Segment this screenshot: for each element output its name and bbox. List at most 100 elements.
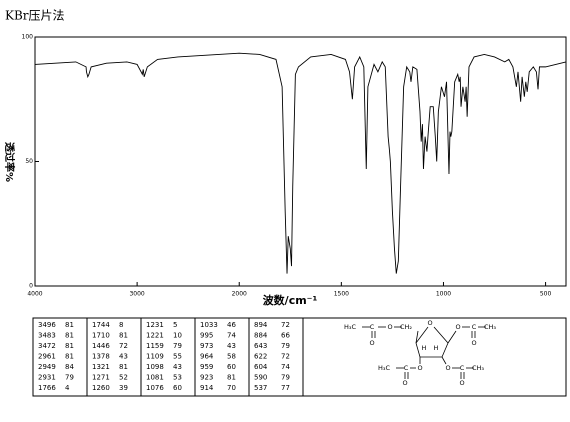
table-wavenumber: 894	[254, 321, 268, 329]
table-wavenumber: 643	[254, 342, 267, 350]
structure-label: O	[417, 364, 422, 372]
plot-frame	[34, 36, 567, 287]
table-percent: 55	[173, 353, 182, 361]
table-wavenumber: 1271	[92, 374, 110, 382]
structure-label: O	[459, 379, 464, 387]
table-wavenumber: 1081	[146, 374, 164, 382]
table-wavenumber: 1159	[146, 342, 164, 350]
table-percent: 81	[119, 332, 128, 340]
structure-label: O	[471, 339, 476, 347]
structure-label: CH₃	[472, 364, 484, 372]
structure-label: H₃C	[378, 364, 390, 372]
table-percent: 79	[281, 374, 290, 382]
table-wavenumber: 622	[254, 353, 267, 361]
table-wavenumber: 604	[254, 363, 268, 371]
table-wavenumber: 2931	[38, 374, 56, 382]
x-tick-label: 2000	[232, 291, 247, 298]
x-tick-label: 1000	[436, 291, 451, 298]
y-tick-label: 100	[22, 34, 34, 41]
table-percent: 46	[227, 321, 236, 329]
table-frame	[32, 317, 567, 397]
table-wavenumber: 995	[200, 332, 213, 340]
table-wavenumber: 1033	[200, 321, 218, 329]
table-wavenumber: 1109	[146, 353, 164, 361]
table-percent: 70	[227, 384, 236, 392]
y-tick-label: 50	[25, 158, 33, 165]
table-percent: 5	[173, 321, 177, 329]
structure-label: C	[404, 364, 409, 372]
table-percent: 58	[227, 353, 236, 361]
table-wavenumber: 3496	[38, 321, 56, 329]
x-tick-label: 3000	[129, 291, 144, 298]
table-wavenumber: 590	[254, 374, 267, 382]
table-wavenumber: 1744	[92, 321, 110, 329]
structure	[362, 326, 486, 379]
table-percent: 52	[119, 374, 128, 382]
table-percent: 77	[281, 384, 290, 392]
table-wavenumber: 964	[200, 353, 214, 361]
table-percent: 8	[119, 321, 123, 329]
structure-label: H	[422, 344, 427, 352]
table-wavenumber: 3483	[38, 332, 56, 340]
table-percent: 81	[227, 374, 236, 382]
table-percent: 81	[65, 353, 74, 361]
y-tick-label: 0	[29, 283, 33, 290]
table-percent: 66	[281, 332, 290, 340]
table-wavenumber: 2949	[38, 363, 56, 371]
table-percent: 43	[173, 363, 182, 371]
table-percent: 43	[119, 353, 128, 361]
table-percent: 81	[65, 321, 74, 329]
structure-label: O	[387, 323, 392, 331]
table-wavenumber: 884	[254, 332, 268, 340]
structure-label: O	[445, 364, 450, 372]
structure-label: C	[370, 323, 375, 331]
table-percent: 74	[281, 363, 290, 371]
table-wavenumber: 1321	[92, 363, 110, 371]
table-percent: 84	[65, 363, 74, 371]
table-wavenumber: 2961	[38, 353, 56, 361]
table-wavenumber: 973	[200, 342, 213, 350]
structure-label: CH₂	[400, 323, 412, 331]
table-percent: 81	[65, 332, 74, 340]
structure-label: O	[402, 379, 407, 387]
x-tick-label: 4000	[27, 291, 42, 298]
table-wavenumber: 959	[200, 363, 213, 371]
structure-label: H	[434, 344, 439, 352]
table-wavenumber: 1098	[146, 363, 164, 371]
structure-label: C	[460, 364, 465, 372]
table-wavenumber: 914	[200, 384, 214, 392]
table-percent: 79	[281, 342, 290, 350]
table-percent: 4	[65, 384, 70, 392]
table-percent: 10	[173, 332, 182, 340]
table-percent: 81	[119, 363, 128, 371]
x-tick-label: 1500	[334, 291, 349, 298]
table-wavenumber: 1076	[146, 384, 164, 392]
x-axis-label: 波数/cm⁻¹	[263, 293, 318, 307]
table-percent: 74	[227, 332, 236, 340]
table-percent: 72	[281, 353, 290, 361]
x-tick-label: 500	[540, 291, 552, 298]
table-wavenumber: 1378	[92, 353, 110, 361]
table-percent: 81	[65, 342, 74, 350]
table-wavenumber: 537	[254, 384, 267, 392]
structure-label: CH₃	[484, 323, 496, 331]
y-axis-label: 透过率%	[3, 142, 16, 182]
table-wavenumber: 1446	[92, 342, 110, 350]
table-wavenumber: 1221	[146, 332, 164, 340]
table-wavenumber: 923	[200, 374, 213, 382]
table-percent: 72	[119, 342, 128, 350]
table-percent: 53	[173, 374, 182, 382]
structure-label: O	[427, 319, 432, 327]
table-percent: 60	[173, 384, 182, 392]
table-percent: 79	[173, 342, 182, 350]
table-wavenumber: 1231	[146, 321, 164, 329]
table-percent: 79	[65, 374, 74, 382]
structure-label: O	[455, 323, 460, 331]
table-wavenumber: 1260	[92, 384, 110, 392]
table-wavenumber: 1710	[92, 332, 110, 340]
table-percent: 60	[227, 363, 236, 371]
table-percent: 39	[119, 384, 128, 392]
structure-label: O	[369, 339, 374, 347]
chart-title: KBr压片法	[5, 9, 65, 23]
